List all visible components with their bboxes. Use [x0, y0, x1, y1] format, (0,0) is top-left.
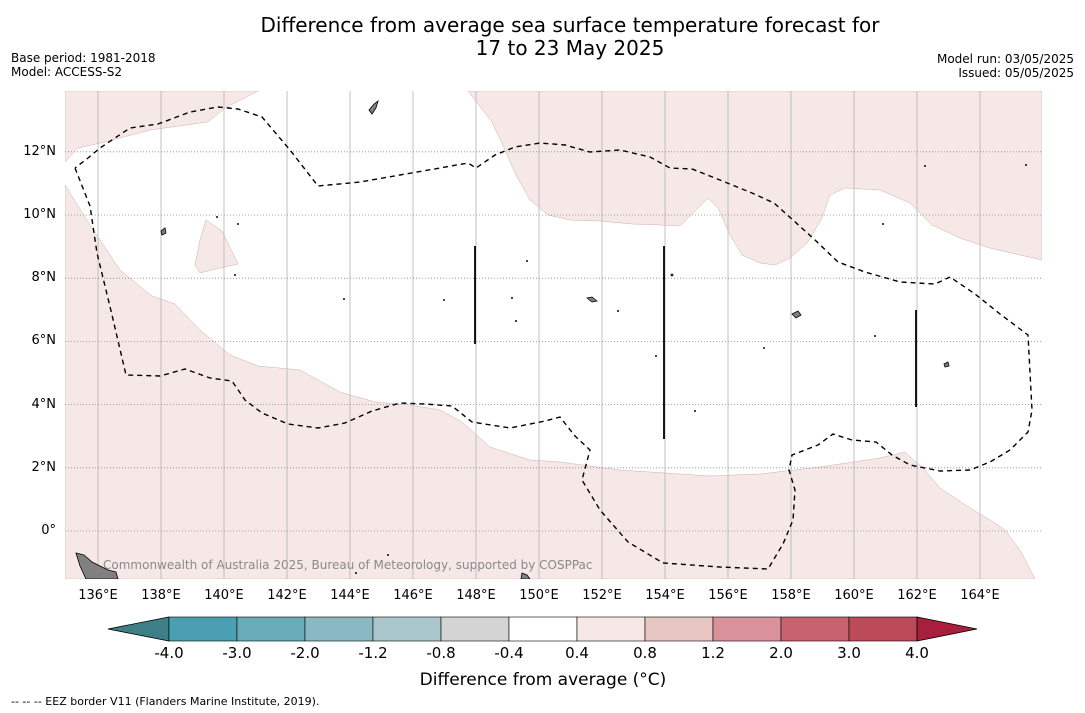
island-pohnpei — [791, 310, 802, 319]
title-line-1: Difference from average sea surface temp… — [260, 13, 880, 37]
atoll-1 — [215, 215, 218, 218]
lat-label: 8°N — [31, 270, 57, 286]
boundary-lines — [474, 246, 917, 439]
lon-label: 150°E — [519, 588, 559, 603]
atoll-5 — [442, 298, 445, 301]
lat-label: 0° — [41, 523, 56, 538]
base-period: Base period: 1981-2018 — [11, 51, 156, 65]
lat-label: 2°N — [31, 459, 57, 475]
lon-label: 154°E — [645, 588, 685, 603]
colorbar-segment — [576, 616, 646, 642]
issued-date: Issued: 05/05/2025 — [958, 66, 1074, 80]
lat-label: 6°N — [31, 333, 57, 349]
atoll-7 — [515, 319, 518, 322]
colorbar-tick-label: 4.0 — [905, 644, 929, 662]
atoll-13 — [694, 409, 697, 412]
island-bougainville — [520, 572, 531, 579]
island-new-guinea — [75, 552, 119, 579]
copyright-notice: Commonwealth of Australia 2025, Bureau o… — [103, 558, 593, 572]
model-info: Base period: 1981-2018 Model: ACCESS-S2 — [11, 51, 156, 79]
lon-label: 148°E — [456, 588, 496, 603]
colorbar-tick-label: -4.0 — [154, 644, 184, 662]
islands — [75, 99, 1028, 579]
colorbar-segment — [508, 616, 578, 642]
colorbar-segment — [236, 616, 306, 642]
colorbar-title: Difference from average (°C) — [419, 670, 667, 690]
lon-label: 152°E — [582, 588, 622, 603]
colorbar-tick-label: -3.0 — [222, 644, 252, 662]
title-line-2: 17 to 23 May 2025 — [475, 36, 665, 60]
colorbar-tick-label: -0.4 — [494, 644, 524, 662]
anomaly-island-patch — [194, 219, 239, 274]
colorbar-tick-label: -1.2 — [358, 644, 388, 662]
atoll-10 — [670, 273, 674, 277]
colorbar-tick-label: 3.0 — [837, 644, 861, 662]
atoll-12 — [763, 346, 766, 349]
eez-footnote: -- -- -- EEZ border V11 (Flanders Marine… — [11, 695, 320, 708]
lat-label: 12°N — [23, 143, 56, 159]
colorbar-tick-label: 1.2 — [701, 644, 725, 662]
lon-label: 162°E — [897, 588, 937, 603]
colorbar-segment — [712, 616, 782, 642]
atoll-16 — [924, 164, 927, 167]
island-guam — [368, 99, 379, 115]
lon-label: 164°E — [960, 588, 1000, 603]
island-kosrae — [943, 361, 950, 368]
colorbar-segment — [848, 616, 918, 642]
run-info: Model run: 03/05/2025 Issued: 05/05/2025 — [937, 52, 1074, 80]
atoll-9 — [617, 309, 620, 312]
lon-label: 160°E — [834, 588, 874, 603]
lon-label: 142°E — [267, 588, 307, 603]
colorbar-over-extension — [916, 616, 978, 642]
colorbar-tick-label: 0.8 — [633, 644, 657, 662]
colorbar-segment — [644, 616, 714, 642]
atoll-17 — [1025, 163, 1028, 166]
colorbar-tick-label: 0.4 — [565, 644, 589, 662]
lon-label: 136°E — [78, 588, 118, 603]
map-title: Difference from average sea surface temp… — [150, 14, 990, 60]
colorbar-segment — [168, 616, 238, 642]
colorbar-under-extension — [107, 616, 170, 642]
colorbar-segment — [780, 616, 850, 642]
colorbar-segment — [440, 616, 510, 642]
atoll-8 — [526, 259, 529, 262]
atoll-2 — [236, 222, 239, 225]
lon-label: 146°E — [393, 588, 433, 603]
colorbar — [107, 616, 978, 642]
lat-label: 10°N — [23, 207, 56, 222]
lat-label: 4°N — [31, 396, 57, 412]
lon-label: 138°E — [141, 588, 181, 603]
island-yap — [160, 227, 167, 236]
atoll-6 — [510, 296, 513, 299]
lon-label: 158°E — [771, 588, 811, 603]
island-chuuk — [586, 296, 598, 303]
model-run: Model run: 03/05/2025 — [936, 52, 1074, 66]
lon-label: 144°E — [330, 588, 370, 603]
graticule — [65, 91, 1042, 579]
colorbar-tick-label: 2.0 — [769, 644, 793, 662]
colorbar-segment — [304, 616, 374, 642]
lon-label: 140°E — [204, 588, 244, 603]
atoll-4 — [342, 297, 345, 300]
atoll-14 — [874, 334, 877, 337]
atoll-19 — [354, 572, 357, 575]
atoll-18 — [386, 554, 389, 557]
eez-borders — [74, 106, 1033, 570]
atoll-3 — [233, 273, 236, 276]
colorbar-tick-label: -2.0 — [290, 644, 320, 662]
lon-label: 156°E — [708, 588, 748, 603]
colorbar-tick-label: -0.8 — [426, 644, 456, 662]
model-name: Model: ACCESS-S2 — [11, 65, 123, 79]
atoll-15 — [882, 222, 885, 225]
map-panel — [65, 91, 1042, 579]
colorbar-segment — [372, 616, 442, 642]
atoll-11 — [655, 354, 658, 357]
eez-palau-guam — [74, 106, 1033, 570]
